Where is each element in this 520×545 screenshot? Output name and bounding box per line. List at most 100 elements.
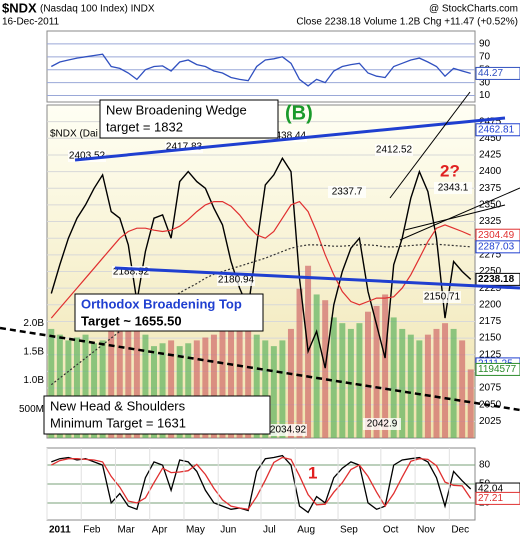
value-label-box (475, 240, 520, 254)
price-label: 2438.44 (270, 131, 307, 142)
value-label: 2287.03 (478, 241, 515, 252)
wave-label: 2? (440, 161, 460, 180)
volume-bar (450, 328, 457, 438)
volume-bar (407, 334, 414, 438)
volume-bar (48, 328, 55, 438)
wave-label: (B) (285, 102, 313, 124)
volume-bar (125, 317, 132, 438)
price-label-box (434, 182, 472, 194)
price-label: 2188.92 (113, 267, 150, 278)
volume-bar (373, 305, 380, 438)
volume-bar (467, 369, 474, 438)
annotation-text: Orthodox Broadening Top (81, 296, 242, 311)
y-tick-label: 2350 (479, 200, 502, 211)
plot-layer: 9070503010247524502425240023752350232523… (19, 39, 520, 536)
symbol: $NDX (2, 0, 37, 15)
x-tick-label: Aug (297, 525, 315, 536)
panel-label: $NDX (Dai (50, 129, 98, 140)
volume-bar (459, 340, 466, 438)
volume-bar (142, 334, 149, 438)
x-tick-label: Feb (83, 525, 101, 536)
price-label: 2034.92 (270, 425, 307, 436)
price-label: 2412.52 (376, 145, 413, 156)
x-tick-label: Sep (340, 525, 358, 536)
annotation-text: Target ~ 1655.50 (81, 313, 182, 328)
price-label: 2150.71 (424, 292, 461, 303)
x-tick-label: May (186, 525, 205, 536)
price-label: 2042.9 (367, 419, 398, 430)
volume-bar (416, 340, 423, 438)
y-tick-label: 2150 (479, 333, 502, 344)
x-tick-label: Apr (152, 525, 168, 536)
annotation-box (43, 395, 271, 435)
volume-bar (56, 334, 63, 438)
y-tick-label: 2425 (479, 150, 502, 161)
annotation-text: Minimum Target = 1631 (50, 415, 186, 430)
y-tick-label: 80 (479, 460, 491, 471)
volume-bar (356, 323, 363, 438)
value-label: 1194577 (478, 364, 517, 375)
price-label-box (423, 291, 461, 303)
value-label: 27.21 (478, 493, 503, 504)
x-tick-label: Jul (263, 525, 276, 536)
x-tick-label: Oct (383, 525, 399, 536)
price-label: 2403.52 (69, 151, 106, 162)
y-tick-label: 70 (479, 51, 491, 62)
neckline (0, 326, 520, 412)
volume-bar (322, 300, 329, 438)
volume-bar (382, 294, 389, 438)
trend-line (404, 204, 506, 231)
symbol-name: (Nasdaq 100 Index) INDX (40, 4, 155, 15)
y-tick-label: 30 (479, 77, 491, 88)
volume-bar (202, 337, 209, 438)
value-label: 2462.81 (478, 124, 515, 135)
y-tick-label: 2400 (479, 166, 502, 177)
volume-bar (108, 323, 115, 438)
volume-bar (65, 340, 72, 438)
y-tick-label: 500M (19, 404, 44, 415)
y-tick-label: 2025 (479, 416, 502, 427)
y-tick-label: 1.5B (23, 347, 44, 358)
price-label-box (375, 144, 413, 156)
quote: Close 2238.18 Volume 1.2B Chg +11.47 (+0… (296, 17, 518, 28)
price-label-box (217, 274, 255, 286)
volume-bar (424, 334, 431, 438)
y-tick-label: 90 (479, 39, 491, 50)
wave-label: 1 (308, 463, 317, 482)
rsi-panel (46, 30, 476, 103)
volume-bar (330, 317, 337, 438)
volume-bar (168, 340, 175, 438)
value-label-box (475, 362, 520, 376)
annotation-text: target = 1832 (106, 119, 183, 134)
wedge-upper-line (74, 116, 506, 162)
value-label: 44.27 (478, 68, 503, 79)
value-label-box (475, 491, 520, 505)
y-tick-label: 2125 (479, 349, 502, 360)
volume-bar (73, 337, 80, 438)
volume-bar (399, 328, 406, 438)
volume-bar (99, 340, 106, 438)
annotation-text: New Broadening Wedge (106, 102, 247, 117)
volume-bar (185, 343, 192, 438)
volume-bar (313, 294, 320, 438)
volume-bar (228, 323, 235, 438)
volume-bar (442, 323, 449, 438)
volume-bar (159, 343, 166, 438)
y-tick-label: 2250 (479, 266, 502, 277)
x-tick-label: 2011 (49, 525, 71, 536)
source: @ StockCharts.com (429, 4, 518, 15)
y-tick-label: 2325 (479, 216, 502, 227)
volume-bar (245, 311, 252, 438)
trend-line (399, 187, 520, 241)
y-tick-label: 2075 (479, 383, 502, 394)
volume-bar (210, 334, 217, 438)
x-tick-label: Mar (117, 525, 135, 536)
price-label-box (363, 418, 401, 430)
volume-bar (433, 328, 440, 438)
trend-line (389, 91, 471, 199)
annotation-text: New Head & Shoulders (50, 398, 186, 413)
volume-bar (151, 346, 157, 438)
price-label: 2180.94 (218, 275, 255, 286)
